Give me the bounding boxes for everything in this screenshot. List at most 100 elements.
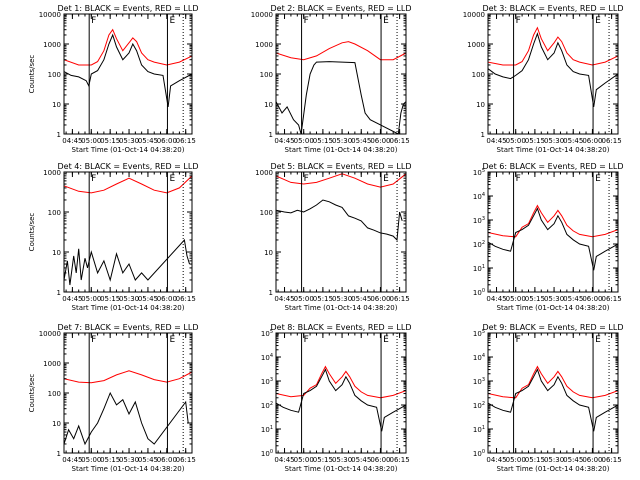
time-marker-label: E (383, 335, 389, 345)
x-tick-label: 06:15 (602, 295, 622, 303)
x-tick-label: 05:45 (138, 137, 158, 145)
time-marker-label: F (304, 174, 309, 184)
y-tick-label: 103 (473, 377, 485, 386)
x-tick-label: 06:00 (370, 456, 390, 464)
x-tick-label: 05:45 (563, 137, 583, 145)
y-tick-label: 104 (473, 192, 485, 201)
events-series-line (488, 368, 618, 432)
x-tick-label: 06:00 (582, 137, 602, 145)
x-tick-label: 05:15 (525, 137, 545, 145)
x-tick-label: 05:15 (100, 456, 120, 464)
y-axis-label: Counts/sec (28, 213, 36, 252)
plot-frame (63, 13, 193, 135)
y-tick-label: 101 (473, 264, 485, 273)
time-marker-label: E (169, 16, 175, 26)
time-marker-label: F (516, 335, 521, 345)
x-tick-label: 05:00 (81, 295, 101, 303)
y-tick-label: 1 (57, 289, 61, 297)
plot-frame (63, 332, 193, 454)
x-tick-label: 04:45 (486, 295, 506, 303)
x-tick-label: 05:45 (563, 295, 583, 303)
events-series-line (488, 207, 618, 271)
x-tick-label: 05:15 (313, 295, 333, 303)
x-tick-label: 05:45 (351, 295, 371, 303)
y-tick-label: 102 (261, 401, 273, 410)
x-axis-label: Start Time (01-Oct-14 04:38:20) (497, 304, 610, 312)
x-tick-label: 06:15 (602, 137, 622, 145)
events-series-line (276, 61, 406, 134)
y-tick-label: 10 (264, 101, 273, 109)
x-tick-label: 06:15 (390, 295, 410, 303)
x-axis-label: Start Time (01-Oct-14 04:38:20) (72, 146, 185, 154)
x-tick-label: 05:00 (294, 456, 314, 464)
y-tick-label: 1000 (467, 41, 485, 49)
x-tick-label: 05:30 (544, 137, 564, 145)
plot-frame (63, 171, 193, 293)
plot-frame (275, 171, 407, 293)
x-tick-label: 05:30 (119, 137, 139, 145)
x-tick-label: 05:30 (332, 295, 352, 303)
x-tick-label: 06:00 (582, 295, 602, 303)
x-tick-label: 06:00 (582, 456, 602, 464)
y-tick-label: 100 (261, 449, 273, 458)
y-tick-label: 100 (473, 449, 485, 458)
x-tick-label: 05:15 (100, 295, 120, 303)
y-tick-label: 1 (481, 131, 485, 139)
y-tick-label: 103 (473, 216, 485, 225)
x-axis-label: Start Time (01-Oct-14 04:38:20) (285, 465, 398, 473)
x-tick-label: 05:00 (294, 137, 314, 145)
time-marker-label: F (304, 335, 309, 345)
x-tick-label: 05:00 (506, 456, 526, 464)
y-tick-label: 1000 (255, 169, 273, 177)
y-tick-label: 10000 (39, 11, 61, 19)
x-tick-label: 05:00 (506, 295, 526, 303)
y-tick-label: 1000 (43, 360, 61, 368)
time-marker-label: E (169, 335, 175, 345)
y-tick-label: 100 (473, 288, 485, 297)
y-axis-label: Counts/sec (28, 374, 36, 413)
y-tick-label: 10 (476, 101, 485, 109)
x-tick-label: 05:30 (332, 456, 352, 464)
x-tick-label: 06:00 (370, 137, 390, 145)
y-tick-label: 105 (473, 168, 485, 177)
y-tick-label: 102 (473, 401, 485, 410)
y-tick-label: 100 (48, 209, 61, 217)
x-tick-label: 05:15 (525, 295, 545, 303)
panel-det-9: F E 100 101 102 103 104 105 04:4505:0005:1505:30… (473, 323, 624, 473)
x-tick-label: 05:15 (313, 137, 333, 145)
x-tick-label: 06:15 (390, 137, 410, 145)
panel-det-6: F E 100 101 102 103 104 105 04:4505:0005:1505:30… (473, 162, 624, 312)
x-tick-label: 04:45 (486, 456, 506, 464)
time-marker-label: E (169, 174, 175, 184)
panel-det-7: F E 1 10 100 1000 10000 04:4505:0005:1505:3005:… (28, 323, 198, 473)
x-tick-label: 06:00 (157, 456, 177, 464)
time-marker-label: E (595, 174, 601, 184)
y-tick-label: 1000 (43, 41, 61, 49)
y-tick-label: 105 (473, 329, 485, 338)
y-tick-label: 100 (48, 71, 61, 79)
plot-frame (487, 13, 619, 135)
lld-series-line (488, 365, 618, 399)
x-tick-label: 04:45 (274, 295, 294, 303)
x-tick-label: 05:30 (119, 456, 139, 464)
panel-det-3: F E 1 10 100 1000 10000 04:4505:0005:1505:3005:… (463, 4, 624, 154)
panel-title: Det 1: BLACK = Events, RED = LLD (58, 4, 199, 13)
panel-title: Det 3: BLACK = Events, RED = LLD (483, 4, 624, 13)
panel-title: Det 8: BLACK = Events, RED = LLD (271, 323, 412, 332)
x-tick-label: 06:15 (176, 456, 196, 464)
plot-frame (275, 332, 407, 454)
x-tick-label: 05:00 (294, 295, 314, 303)
lld-series-line (64, 370, 192, 384)
y-tick-label: 1 (269, 289, 273, 297)
lld-series-line (488, 26, 618, 66)
time-marker-label: E (595, 16, 601, 26)
panel-title: Det 2: BLACK = Events, RED = LLD (271, 4, 412, 13)
x-tick-label: 04:45 (274, 456, 294, 464)
x-tick-label: 05:15 (525, 456, 545, 464)
x-tick-label: 06:15 (602, 456, 622, 464)
y-tick-label: 103 (261, 377, 273, 386)
time-marker-label: E (383, 16, 389, 26)
y-tick-label: 1 (269, 131, 273, 139)
time-marker-label: F (304, 16, 309, 26)
